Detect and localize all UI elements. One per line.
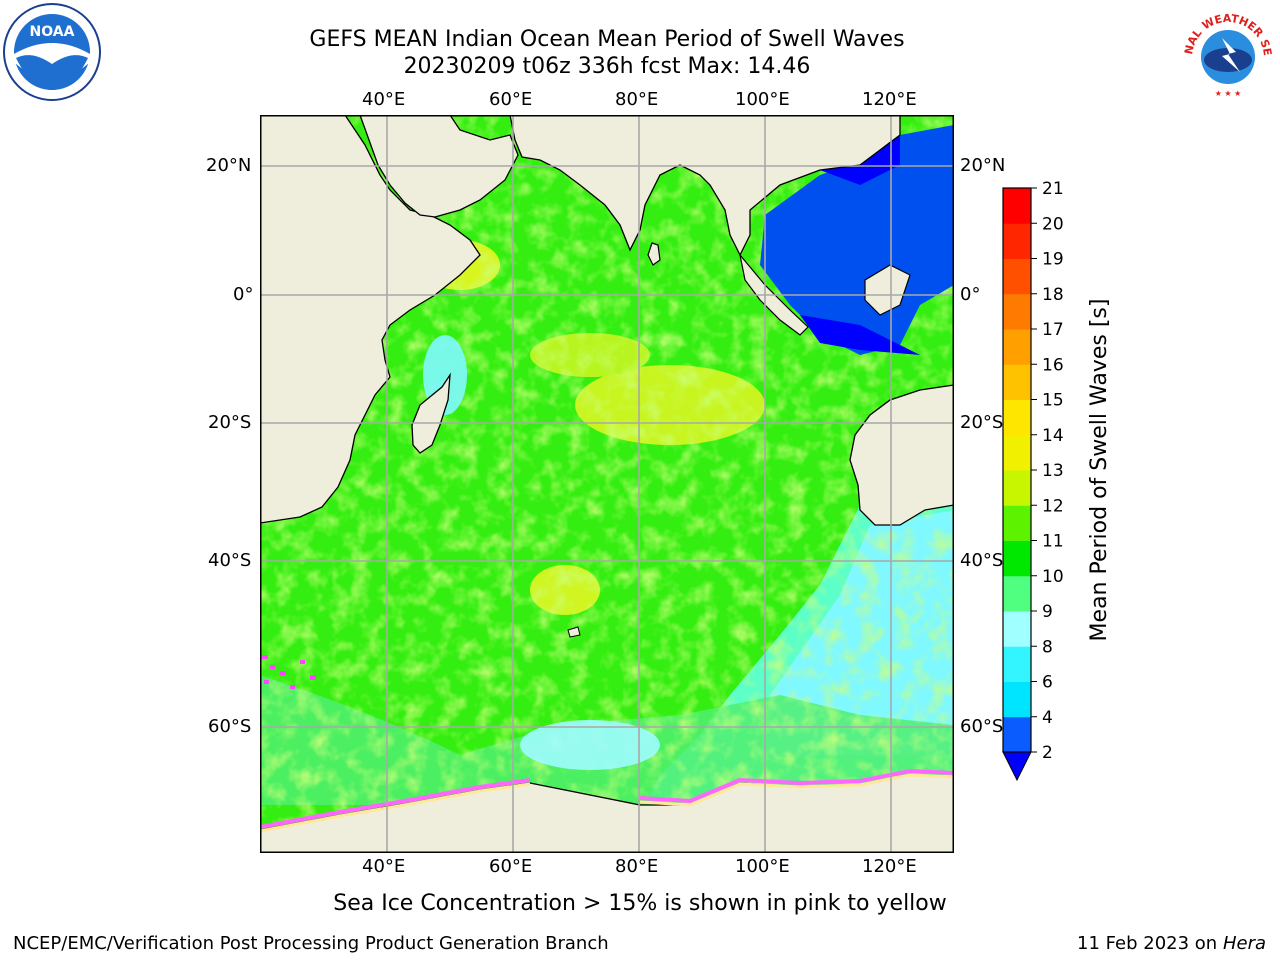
lon-label-top-120e: 120°E [862,89,917,110]
colorbar-tick-label: 11 [1042,532,1064,552]
colorbar-tick-label: 13 [1042,461,1064,481]
noaa-logo: NOAA [3,3,101,101]
colorbar-segment [1003,716,1031,753]
footer-host: Hera [1222,933,1266,954]
footer-credit: NCEP/EMC/Verification Post Processing Pr… [13,933,609,954]
colorbar-tick-label: 4 [1042,708,1053,728]
lat-label-left-0: 0° [233,284,254,305]
colorbar-segment [1003,223,1031,259]
lat-label-right-60s: 60°S [960,716,1004,737]
svg-text:★ ★ ★: ★ ★ ★ [1215,89,1242,98]
colorbar-segment [1003,399,1031,436]
colorbar-segment [1003,258,1031,295]
lon-label-top-100e: 100°E [735,89,790,110]
lon-label-bottom-120e: 120°E [862,856,917,877]
lon-label-bottom-60e: 60°E [489,856,533,877]
colorbar-segment [1003,505,1031,541]
footer-date: 11 Feb 2023 on [1077,933,1218,954]
colorbar-tick-label: 18 [1042,285,1064,305]
colorbar-tick-label: 20 [1042,214,1064,234]
colorbar-segment [1003,470,1031,506]
lon-label-bottom-100e: 100°E [735,856,790,877]
colorbar-segment [1003,188,1031,224]
lat-label-left-60s: 60°S [208,716,252,737]
africa-landmass [260,115,481,524]
lat-label-right-0: 0° [960,284,981,305]
colorbar-tick-label: 16 [1042,355,1064,375]
colorbar-segment [1003,575,1031,612]
colorbar-segment [1003,646,1031,682]
swell-period-map [260,115,954,853]
short-period-patch [520,720,660,770]
nws-logo: NATIONAL WEATHER SERVICE ★ ★ ★ [1178,2,1276,100]
sea-ice-fringe [260,773,954,833]
chart-subtitle: 20230209 t06z 336h fcst Max: 14.46 [403,54,811,79]
colorbar-tick-label: 8 [1042,637,1053,657]
java-sea-low-period [800,315,920,355]
colorbar-tick-label: 14 [1042,426,1064,446]
lat-label-right-20n: 20°N [960,155,1006,176]
lon-label-top-40e: 40°E [362,89,406,110]
colorbar-tick-label: 19 [1042,250,1064,270]
borneo [864,264,911,316]
sea-ice-note: Sea Ice Concentration > 15% is shown in … [333,891,947,916]
colorbar-segment [1003,329,1031,365]
sea-ice-fringe [260,768,954,829]
madagascar [411,372,451,454]
sri-lanka [647,242,661,266]
australia [849,384,954,526]
colorbar-segments [1003,188,1031,753]
colorbar-tick-label: 12 [1042,496,1064,516]
colorbar-tick-label: 6 [1042,673,1053,693]
colorbar-segment [1003,434,1031,471]
lat-label-left-20s: 20°S [208,412,252,433]
colorbar-label: Mean Period of Swell Waves [s] [1087,299,1112,642]
lon-label-bottom-80e: 80°E [615,856,659,877]
map-gridlines [260,115,954,853]
kerguelen-island [567,626,581,638]
colorbar-segment [1003,611,1031,647]
lat-label-left-40s: 40°S [208,550,252,571]
colorbar-tick-label: 15 [1042,391,1064,411]
lon-label-top-60e: 60°E [489,89,533,110]
lon-label-bottom-40e: 40°E [362,856,406,877]
noaa-logo-text: NOAA [30,24,75,40]
lat-label-right-20s: 20°S [960,412,1004,433]
colorbar-segment [1003,681,1031,718]
colorbar-tick-label: 2 [1042,743,1053,763]
colorbar-under-arrow [1002,751,1032,782]
colorbar: 2 4 6 8 9 10 11 12 13 14 15 16 17 18 19 20 21 Mean Perio… [1002,180,1112,782]
lat-label-right-40s: 40°S [960,550,1004,571]
lon-label-top-80e: 80°E [615,89,659,110]
south-china-sea-low-period [760,125,954,355]
map-frame [260,115,954,853]
footer-timestamp: 11 Feb 2023 on Hera [1077,933,1266,954]
colorbar-tick-label: 17 [1042,320,1064,340]
colorbar-segment [1003,540,1031,577]
colorbar-segment [1003,293,1031,330]
colorbar-ticks: 2 4 6 8 9 10 11 12 13 14 15 16 17 18 19 20 21 [1031,180,1064,763]
colorbar-tick-label: 9 [1042,602,1053,622]
sea-ice-patch [262,655,316,689]
chart-title: GEFS MEAN Indian Ocean Mean Period of Sw… [309,27,905,52]
colorbar-tick-label: 21 [1042,180,1064,199]
colorbar-segment [1003,364,1031,400]
lat-label-left-20n: 20°N [206,155,252,176]
colorbar-tick-label: 10 [1042,567,1064,587]
